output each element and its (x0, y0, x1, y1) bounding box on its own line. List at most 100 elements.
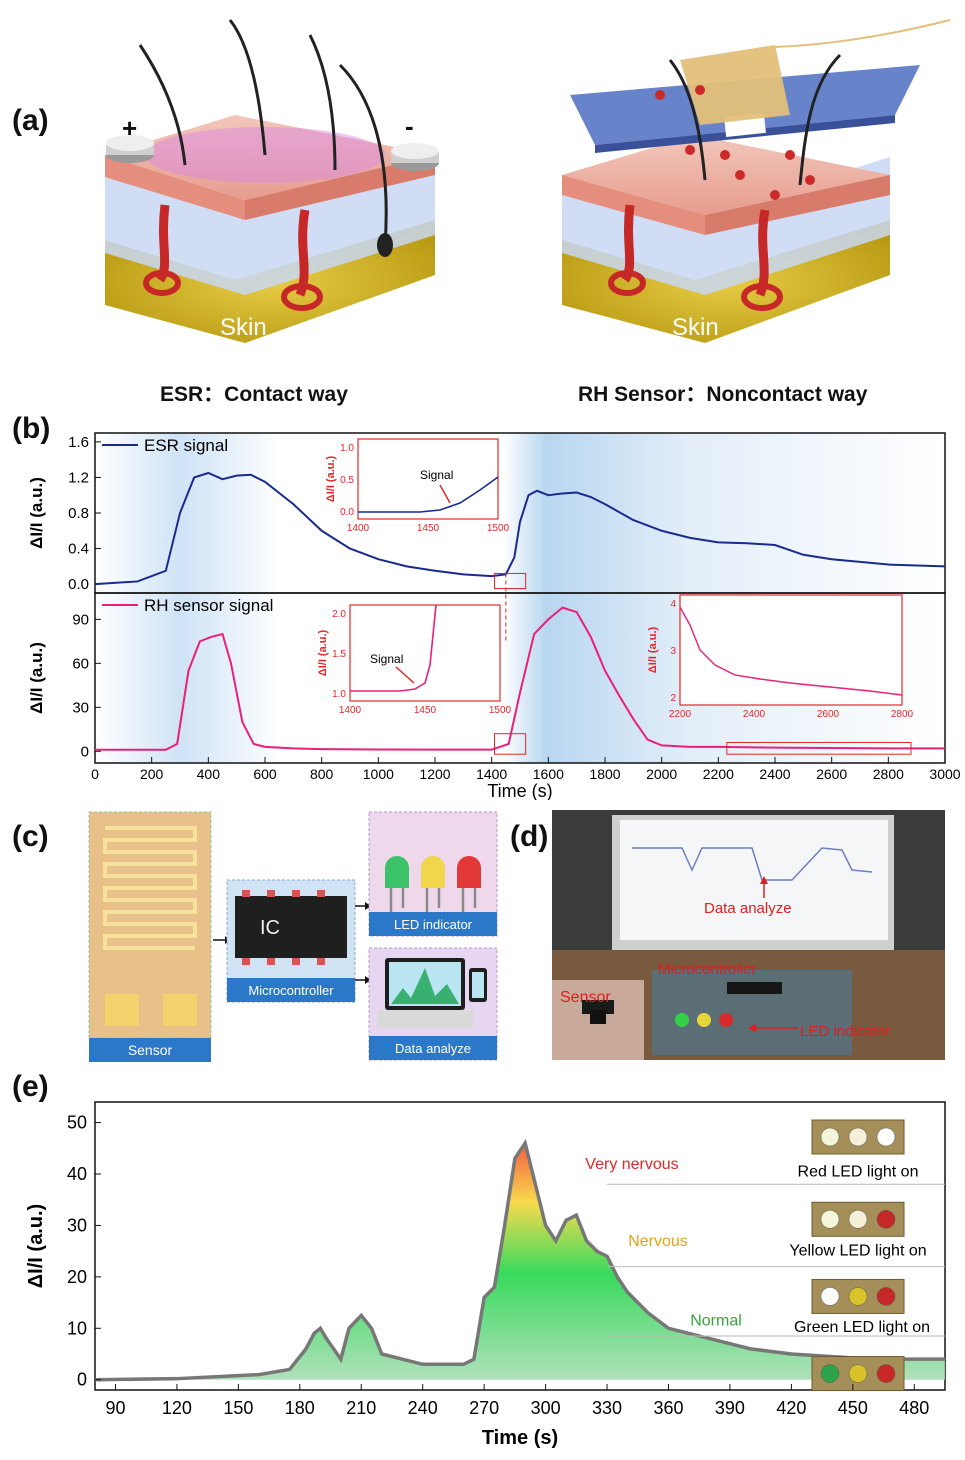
green-state-led (820, 1287, 840, 1306)
photo-setup: Data analyze Microcontroller Sensor LED … (552, 810, 945, 1060)
inset-arrow (439, 484, 451, 504)
b-xtick-label: 2200 (703, 766, 734, 782)
inset-ytick-label: 1.0 (340, 443, 354, 454)
e-ytick-label: 10 (67, 1318, 87, 1338)
b-xtick-label: 1800 (589, 766, 620, 782)
e-ytick-label: 0 (77, 1370, 87, 1390)
top-ylabel: ΔI/I (a.u.) (27, 477, 46, 549)
b-xtick-label: 1600 (533, 766, 564, 782)
e-plot-frame (94, 1101, 946, 1391)
epidermis-top (105, 115, 435, 200)
inset-ytick-label: 1.0 (332, 689, 346, 700)
inset-xtick-label: 1500 (487, 523, 510, 534)
yellow-state-led (848, 1210, 868, 1229)
inset-line (358, 476, 499, 513)
b-xtick-label: 200 (140, 766, 164, 782)
caption-contact: ESR：Contact way (160, 383, 348, 406)
e-xtick-label: 480 (899, 1398, 929, 1418)
level-normal: Normal (690, 1313, 742, 1330)
esr-signal-line (94, 471, 946, 586)
skin-diagram-noncontact: Skin (562, 19, 951, 343)
skin-label-right: Skin (672, 314, 719, 341)
bottom-ytick-label: 90 (72, 611, 89, 628)
e-xtick-label: 90 (105, 1398, 125, 1418)
water-molecules (655, 85, 815, 200)
inset-xtick-label: 2400 (743, 709, 766, 720)
inset-xtick-label: 1500 (489, 705, 512, 716)
b-xtick-label: 2400 (759, 766, 790, 782)
inset-xtick-label: 2200 (669, 709, 692, 720)
rh-inset2-line (679, 606, 903, 696)
off-state-led (876, 1364, 896, 1383)
led-green-caption: Green LED light on (794, 1319, 930, 1336)
e-ytick-label: 50 (67, 1113, 87, 1133)
inset-ylabel: ΔI/I (a.u.) (647, 626, 659, 673)
b-xtick-label: 2600 (816, 766, 847, 782)
b-xtick-label: 800 (310, 766, 334, 782)
inset-xtick-label: 1450 (417, 523, 440, 534)
e-ytick-label: 30 (67, 1215, 87, 1235)
inset-annotation: Signal (370, 652, 403, 666)
skin-label-left: Skin (220, 314, 267, 341)
e-xtick-label: 300 (531, 1398, 561, 1418)
yellow-state-led (876, 1210, 896, 1229)
green-state-led (876, 1287, 896, 1306)
off-state-led (820, 1364, 840, 1383)
chart-e: Very nervous Nervous Normal Red LED light o… (25, 1101, 946, 1449)
data-analyze-label: Data analyze (395, 1041, 471, 1056)
b-xtick-label: 400 (197, 766, 221, 782)
level-nervous: Nervous (628, 1233, 688, 1250)
green-state-led (848, 1287, 868, 1306)
plus-sign: + (122, 113, 137, 143)
inset-ytick-label: 3 (670, 646, 676, 657)
inset-ylabel: ΔI/I (a.u.) (317, 629, 329, 676)
off-state-led (848, 1364, 868, 1383)
photo-data-analyze: Data analyze (704, 900, 792, 917)
inset-xtick-label: 2600 (817, 709, 840, 720)
inset-annotation: Signal (420, 468, 453, 482)
inset-arrow (395, 666, 415, 684)
inset-frame (357, 438, 499, 520)
e-ytick-label: 20 (67, 1267, 87, 1287)
e-ytick-label: 40 (67, 1164, 87, 1184)
inset-frame (349, 604, 501, 702)
yellow-state-led (820, 1210, 840, 1229)
rh-legend-label: RH sensor signal (144, 596, 273, 615)
e-xtick-label: 330 (592, 1398, 622, 1418)
level-very-nervous: Very nervous (585, 1156, 678, 1173)
red-state-led (848, 1127, 868, 1147)
e-xtick-label: 450 (838, 1398, 868, 1418)
top-ytick-label: 0.0 (68, 576, 89, 593)
e-xtick-label: 120 (162, 1398, 192, 1418)
inset-ylabel: ΔI/I (a.u.) (325, 455, 337, 502)
bottom-plot-frame (94, 592, 946, 764)
inset-xtick-label: 1450 (414, 705, 437, 716)
rh-signal-line (95, 606, 945, 751)
ic-text: IC (260, 917, 280, 939)
bottom-ytick-label: 30 (72, 699, 89, 716)
top-ytick-label: 0.8 (68, 505, 89, 522)
inset-xtick-label: 2800 (891, 709, 914, 720)
led-label: LED indicator (394, 917, 473, 932)
b-xtick-label: 1200 (419, 766, 450, 782)
e-xtick-label: 210 (346, 1398, 376, 1418)
chart-b: 0.0 0.4 0.8 1.2 1.6 0 30 60 90 0 200 400 600 800 1000 1… (27, 432, 961, 800)
panel-c-label: (c) (12, 820, 49, 853)
inset-xtick-label: 1400 (347, 523, 370, 534)
top-ytick-label: 0.4 (68, 541, 89, 558)
e-xtick-label: 150 (223, 1398, 253, 1418)
red-state-led (876, 1127, 896, 1147)
bottom-ylabel: ΔI/I (a.u.) (27, 642, 46, 714)
e-xtick-label: 240 (408, 1398, 438, 1418)
top-ytick-label: 1.6 (68, 434, 89, 451)
inset-ytick-label: 0.5 (340, 475, 354, 486)
inset-ytick-label: 2.0 (332, 609, 346, 620)
rh-inset1-line (350, 604, 437, 692)
inset-ytick-label: 0.0 (340, 507, 354, 518)
inset-ytick-label: 4 (670, 599, 676, 610)
b-xtick-label: 1400 (476, 766, 507, 782)
led-red-caption: Red LED light on (798, 1164, 919, 1181)
esr-legend-label: ESR signal (144, 436, 228, 455)
e-xtick-label: 270 (469, 1398, 499, 1418)
inset-ytick-label: 2 (670, 693, 676, 704)
